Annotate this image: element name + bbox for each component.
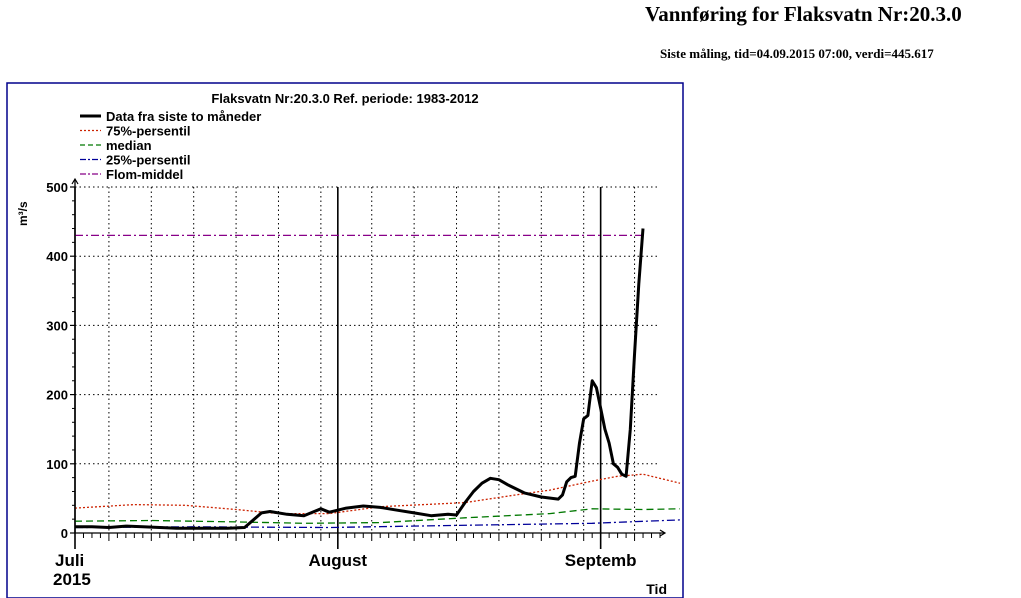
y-tick-label: 100 — [46, 457, 68, 472]
x-axis-label: Tid — [646, 581, 667, 597]
x-axis-arrow — [659, 529, 667, 537]
legend-label: 75%-persentil — [106, 124, 191, 139]
y-axis-arrow — [71, 177, 79, 185]
y-tick-label: 0 — [61, 526, 68, 541]
x-tick-sublabel: 2015 — [53, 570, 91, 589]
x-tick-label: August — [309, 551, 368, 570]
series-line-data-fra-siste-to-m-neder — [75, 228, 645, 530]
x-tick-label: Juli — [55, 551, 84, 570]
x-tick-label: Septemb — [565, 551, 637, 570]
chart-series — [74, 228, 681, 530]
y-tick-label: 500 — [46, 180, 68, 195]
chart-frame — [6, 82, 684, 598]
series-line-75-persentil — [74, 473, 681, 515]
legend-label: Flom-middel — [106, 167, 183, 182]
legend-label: median — [106, 138, 152, 153]
y-axis-label: m³/s — [16, 201, 30, 226]
chart-grid — [74, 186, 660, 533]
last-measurement-text: Siste måling, tid=04.09.2015 07:00, verd… — [660, 46, 934, 61]
chart-title: Flaksvatn Nr:20.3.0 Ref. periode: 1983-2… — [211, 91, 478, 106]
y-tick-label: 200 — [46, 388, 68, 403]
legend-label: Data fra siste to måneder — [106, 109, 261, 124]
y-tick-label: 300 — [46, 318, 68, 333]
page-title: Vannføring for Flaksvatn Nr:20.3.0 — [645, 2, 962, 26]
legend-label: 25%-persentil — [106, 153, 191, 168]
y-tick-label: 400 — [46, 249, 68, 264]
series-line-median — [74, 508, 681, 524]
chart-legend: Data fra siste to måneder75%-persentilme… — [80, 109, 261, 182]
